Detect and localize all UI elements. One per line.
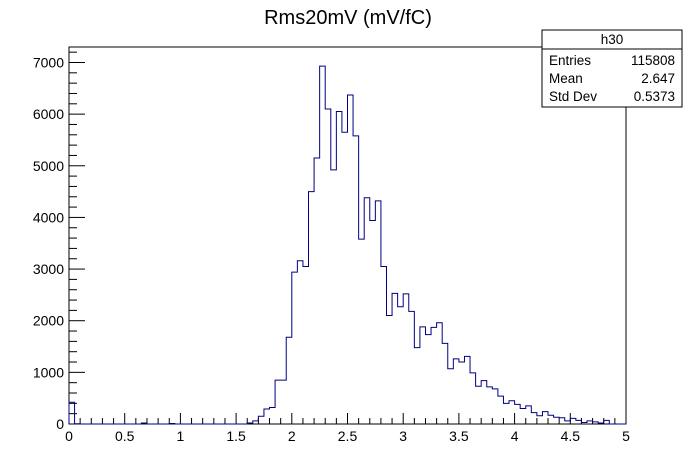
histogram-bin bbox=[403, 294, 409, 424]
histogram-bin bbox=[292, 272, 298, 424]
histogram-outline bbox=[68, 65, 626, 425]
histogram-bin bbox=[281, 380, 287, 424]
histogram-bin bbox=[425, 335, 431, 424]
stats-box: h30 Entries 115808 Mean 2.647 Std Dev 0.… bbox=[541, 29, 683, 108]
histogram-bin bbox=[576, 420, 582, 424]
histogram-bin bbox=[314, 158, 320, 424]
histogram-bin bbox=[342, 132, 348, 424]
y-tick-label: 1000 bbox=[33, 364, 64, 380]
histogram-bin bbox=[286, 337, 292, 424]
histogram-bin bbox=[542, 412, 548, 424]
histogram-bin bbox=[520, 409, 526, 424]
histogram-bin bbox=[509, 401, 515, 424]
histogram-bin bbox=[476, 386, 482, 424]
histogram-bin bbox=[392, 293, 398, 424]
x-tick-label: 0.5 bbox=[115, 428, 135, 444]
histogram-bin bbox=[531, 413, 537, 424]
histogram-bin bbox=[537, 416, 543, 424]
histogram-bin bbox=[442, 343, 448, 424]
histogram-bin bbox=[303, 266, 309, 424]
histogram-bin bbox=[453, 359, 459, 424]
histogram-bin bbox=[448, 369, 454, 424]
histogram-bin bbox=[69, 402, 75, 424]
histogram-bin bbox=[264, 409, 270, 424]
stats-entries-value: 115808 bbox=[631, 53, 675, 68]
histogram-bin bbox=[297, 261, 303, 424]
x-axis: 0 0.5 1 1.5 2 2.5 3 3.5 4 4.5 5 bbox=[65, 413, 630, 444]
x-tick-label: 1 bbox=[177, 428, 185, 444]
histogram-bin bbox=[548, 415, 554, 424]
histogram-bin bbox=[431, 327, 437, 424]
histogram-bin bbox=[554, 417, 560, 424]
y-tick-label: 6000 bbox=[33, 106, 64, 122]
histogram-bin bbox=[258, 416, 264, 424]
x-tick-label: 3 bbox=[399, 428, 407, 444]
histogram-bin bbox=[381, 266, 387, 424]
histogram-bin bbox=[386, 316, 392, 424]
y-tick-label: 3000 bbox=[33, 261, 64, 277]
histogram-bin bbox=[359, 239, 365, 424]
histogram-bin bbox=[414, 348, 420, 424]
histogram-bin bbox=[409, 311, 415, 424]
x-tick-label: 1.5 bbox=[226, 428, 246, 444]
histogram-bin bbox=[270, 407, 276, 424]
histogram-bin bbox=[492, 389, 498, 424]
x-tick-label: 3.5 bbox=[449, 428, 469, 444]
histogram-bin bbox=[348, 95, 354, 424]
histogram-bin bbox=[364, 198, 370, 424]
histogram-bin bbox=[331, 170, 337, 424]
histogram-bin bbox=[370, 221, 376, 424]
histogram-bin bbox=[398, 307, 404, 424]
histogram-bin bbox=[526, 406, 532, 424]
histogram-bin bbox=[459, 362, 465, 424]
stats-stddev-value: 0.5373 bbox=[634, 89, 675, 104]
histogram-bin bbox=[481, 381, 487, 424]
stats-entries-label: Entries bbox=[549, 53, 591, 68]
histogram-bin bbox=[420, 327, 426, 424]
histogram-bin bbox=[275, 380, 281, 424]
histogram-bin bbox=[325, 109, 331, 424]
histogram-bin bbox=[336, 112, 342, 424]
x-tick-label: 4.5 bbox=[561, 428, 581, 444]
stats-stddev-label: Std Dev bbox=[549, 89, 597, 104]
histogram-bin bbox=[353, 136, 359, 424]
x-tick-label: 0 bbox=[65, 428, 73, 444]
histogram-bin bbox=[570, 418, 576, 424]
histogram-bin bbox=[515, 404, 521, 424]
chart-title: Rms20mV (mV/fC) bbox=[264, 7, 432, 29]
y-tick-label: 2000 bbox=[33, 313, 64, 329]
histogram-bin bbox=[604, 420, 610, 424]
stats-mean-value: 2.647 bbox=[641, 71, 675, 86]
histogram-bin bbox=[503, 403, 509, 424]
y-tick-label: 0 bbox=[56, 416, 64, 432]
x-tick-label: 2.5 bbox=[338, 428, 358, 444]
y-tick-label: 7000 bbox=[33, 54, 64, 70]
x-tick-label: 2 bbox=[288, 428, 296, 444]
histogram-bin bbox=[464, 356, 470, 424]
stats-mean-label: Mean bbox=[549, 71, 583, 86]
x-tick-label: 5 bbox=[622, 428, 630, 444]
x-tick-label: 4 bbox=[511, 428, 519, 444]
histogram-bin bbox=[470, 373, 476, 424]
histogram-bin bbox=[559, 418, 565, 424]
histogram-bin bbox=[309, 192, 315, 424]
stats-name: h30 bbox=[601, 32, 624, 47]
histogram-bins bbox=[69, 66, 609, 424]
histogram-bin bbox=[498, 396, 504, 424]
histogram-bin bbox=[437, 323, 443, 424]
histogram-bin bbox=[375, 201, 381, 424]
histogram-bin bbox=[487, 387, 493, 424]
y-tick-label: 5000 bbox=[33, 158, 64, 174]
y-axis: 0 1000 2000 3000 4000 5000 6000 7000 bbox=[33, 51, 85, 432]
y-tick-label: 4000 bbox=[33, 209, 64, 225]
histogram-bin bbox=[320, 66, 326, 424]
